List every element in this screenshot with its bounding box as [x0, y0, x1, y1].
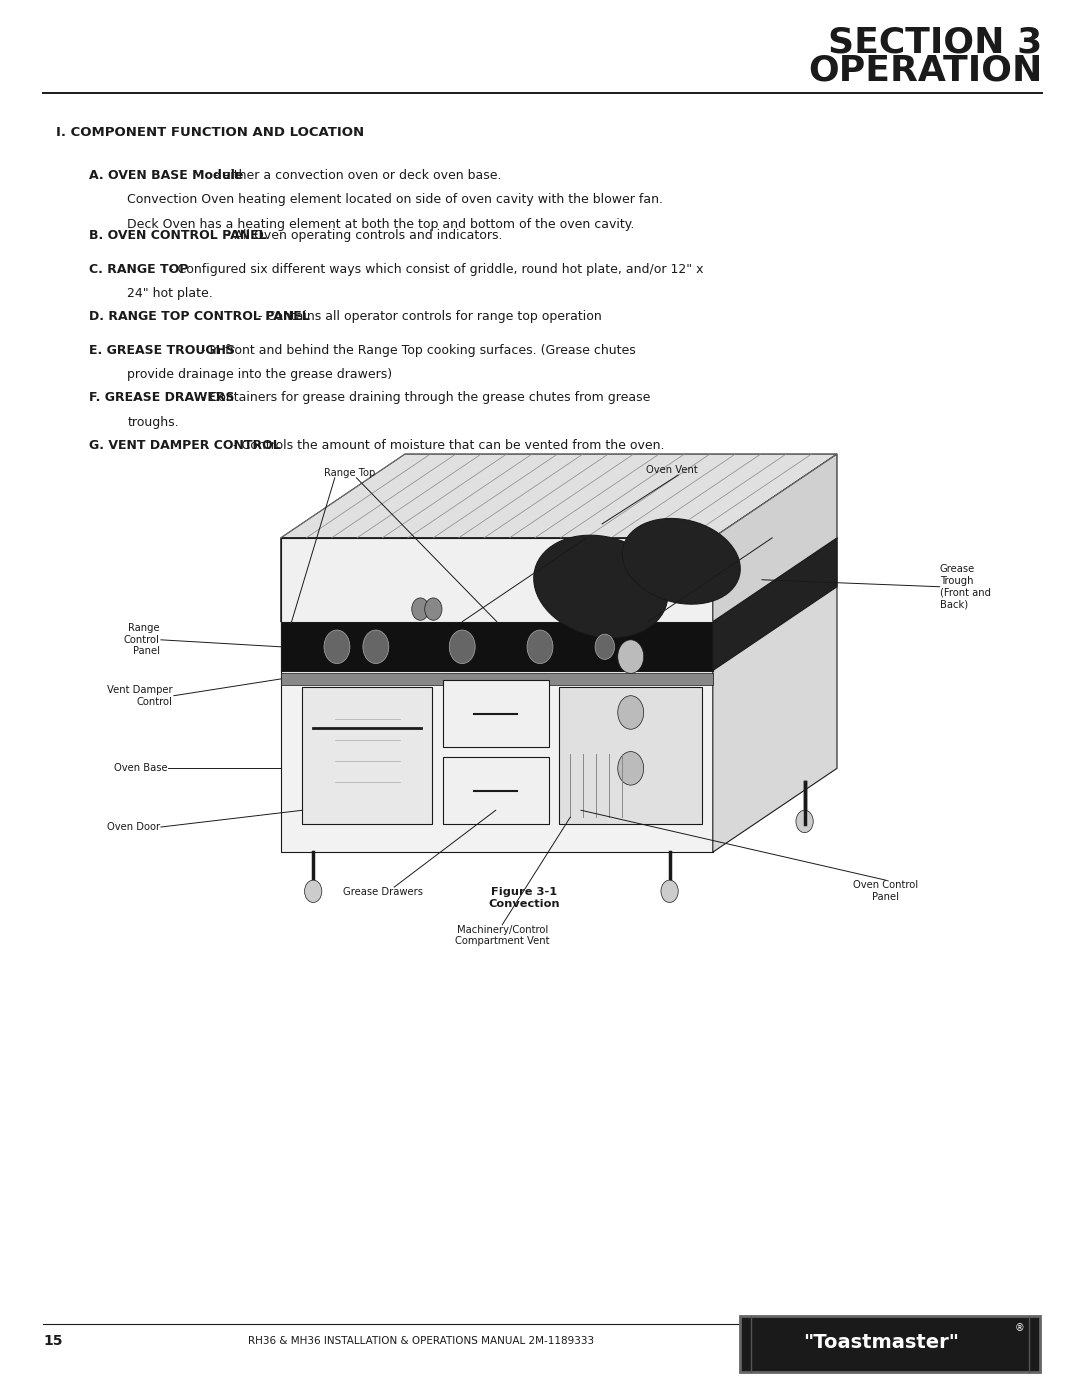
Polygon shape [281, 454, 837, 538]
Text: - All Oven operating controls and indicators.: - All Oven operating controls and indica… [222, 229, 503, 242]
Text: F. GREASE DRAWERS: F. GREASE DRAWERS [89, 391, 234, 404]
Text: B. OVEN CONTROL PANEL: B. OVEN CONTROL PANEL [89, 229, 266, 242]
Circle shape [527, 630, 553, 664]
Polygon shape [302, 687, 432, 824]
Text: Oven Control
Panel: Oven Control Panel [853, 880, 918, 901]
Polygon shape [281, 538, 713, 622]
Text: - either a convection oven or deck oven base.: - either a convection oven or deck oven … [210, 169, 501, 182]
Ellipse shape [534, 535, 667, 637]
Text: 24" hot plate.: 24" hot plate. [127, 288, 213, 300]
Polygon shape [713, 454, 837, 622]
Text: I. COMPONENT FUNCTION AND LOCATION: I. COMPONENT FUNCTION AND LOCATION [56, 126, 364, 138]
Text: G. VENT DAMPER CONTROL: G. VENT DAMPER CONTROL [89, 439, 281, 451]
Polygon shape [281, 622, 713, 852]
Polygon shape [281, 538, 713, 622]
Text: Oven Base: Oven Base [113, 763, 167, 774]
Circle shape [796, 810, 813, 833]
Text: Oven Door: Oven Door [107, 821, 160, 833]
Polygon shape [713, 538, 837, 671]
FancyBboxPatch shape [740, 1316, 1040, 1372]
Text: - Contains all operator controls for range top operation: - Contains all operator controls for ran… [254, 310, 602, 323]
Text: provide drainage into the grease drawers): provide drainage into the grease drawers… [127, 369, 392, 381]
Text: OPERATION: OPERATION [808, 53, 1042, 87]
Text: Range Top: Range Top [324, 468, 375, 478]
Ellipse shape [622, 518, 740, 604]
Text: Deck Oven has a heating element at both the top and bottom of the oven cavity.: Deck Oven has a heating element at both … [127, 218, 635, 231]
Text: Convection Oven heating element located on side of oven cavity with the blower f: Convection Oven heating element located … [127, 194, 663, 207]
Text: - In front and behind the Range Top cooking surfaces. (Grease chutes: - In front and behind the Range Top cook… [197, 344, 636, 356]
Text: troughs.: troughs. [127, 416, 179, 429]
Circle shape [618, 640, 644, 673]
Text: SECTION 3: SECTION 3 [828, 25, 1042, 59]
Text: - Containers for grease draining through the grease chutes from grease: - Containers for grease draining through… [197, 391, 650, 404]
Circle shape [618, 752, 644, 785]
Polygon shape [281, 673, 713, 685]
Polygon shape [281, 622, 713, 671]
Text: - Configured six different ways which consist of griddle, round hot plate, and/o: - Configured six different ways which co… [165, 263, 703, 275]
Circle shape [411, 598, 429, 620]
Polygon shape [559, 687, 702, 824]
Text: Grease
Trough
(Front and
Back): Grease Trough (Front and Back) [940, 564, 990, 609]
Text: Figure 3-1
Convection: Figure 3-1 Convection [488, 887, 559, 908]
Polygon shape [443, 680, 549, 747]
Text: Range
Control
Panel: Range Control Panel [124, 623, 160, 657]
Text: RH36 & MH36 INSTALLATION & OPERATIONS MANUAL 2M-1189333: RH36 & MH36 INSTALLATION & OPERATIONS MA… [248, 1336, 594, 1347]
Circle shape [661, 880, 678, 902]
Circle shape [363, 630, 389, 664]
Polygon shape [443, 757, 549, 824]
Text: Machinery/Control
Compartment Vent: Machinery/Control Compartment Vent [455, 925, 550, 946]
Circle shape [449, 630, 475, 664]
Text: Vent Damper
Control: Vent Damper Control [107, 685, 173, 707]
Polygon shape [281, 538, 837, 622]
Text: C. RANGE TOP: C. RANGE TOP [89, 263, 188, 275]
Text: D. RANGE TOP CONTROL PANEL: D. RANGE TOP CONTROL PANEL [89, 310, 309, 323]
Circle shape [424, 598, 442, 620]
Text: Grease Drawers: Grease Drawers [343, 887, 423, 897]
Circle shape [324, 630, 350, 664]
Circle shape [305, 880, 322, 902]
Circle shape [618, 696, 644, 729]
Text: "Toastmaster": "Toastmaster" [802, 1333, 959, 1352]
Text: ®: ® [1014, 1323, 1024, 1333]
Circle shape [595, 634, 615, 659]
Text: - Controls the amount of moisture that can be vented from the oven.: - Controls the amount of moisture that c… [229, 439, 664, 451]
Text: A. OVEN BASE Module: A. OVEN BASE Module [89, 169, 243, 182]
Text: E. GREASE TROUGHS: E. GREASE TROUGHS [89, 344, 234, 356]
Text: Oven Vent: Oven Vent [646, 465, 698, 475]
Polygon shape [713, 538, 837, 852]
Text: 15: 15 [43, 1334, 63, 1348]
